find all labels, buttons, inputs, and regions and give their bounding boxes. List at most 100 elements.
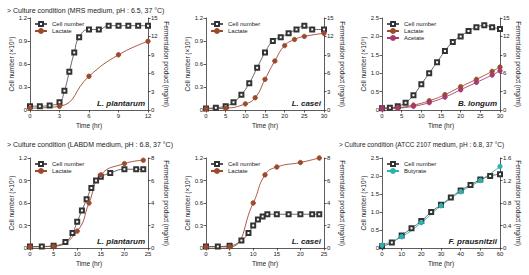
svg-text:20: 20 [281, 113, 288, 119]
svg-text:0.3: 0.3 [195, 223, 204, 229]
svg-text:15: 15 [97, 251, 104, 257]
svg-text:0: 0 [28, 251, 32, 257]
svg-text:3: 3 [327, 89, 331, 95]
svg-text:0.3: 0.3 [19, 223, 28, 229]
svg-text:Cell number: Cell number [52, 161, 84, 167]
svg-text:0.9: 0.9 [19, 178, 28, 184]
svg-text:8: 8 [327, 155, 331, 161]
svg-text:L. plantarum: L. plantarum [97, 99, 145, 108]
svg-text:6: 6 [151, 70, 155, 76]
svg-text:0.9: 0.9 [195, 178, 204, 184]
svg-text:Cell number (×10⁹): Cell number (×10⁹) [360, 176, 368, 231]
svg-text:Cell number: Cell number [228, 161, 260, 167]
svg-text:L. casei: L. casei [292, 237, 322, 246]
svg-text:Cell number (×10⁹): Cell number (×10⁹) [8, 37, 16, 92]
svg-text:6: 6 [503, 70, 507, 76]
svg-text:0.6: 0.6 [195, 61, 204, 67]
svg-text:0: 0 [380, 251, 384, 257]
svg-text:15: 15 [262, 113, 269, 119]
svg-text:B. longum: B. longum [458, 99, 497, 108]
svg-text:Cell number (×10⁹): Cell number (×10⁹) [184, 176, 192, 231]
svg-text:Time (hr): Time (hr) [76, 122, 102, 130]
svg-text:5: 5 [52, 251, 56, 257]
svg-text:1.0: 1.0 [371, 70, 380, 76]
svg-text:2.5: 2.5 [371, 155, 380, 161]
svg-text:Acetate: Acetate [404, 35, 425, 41]
svg-text:3: 3 [503, 89, 507, 95]
svg-text:12: 12 [327, 33, 334, 39]
svg-text:Fermentation product (mg/ml): Fermentation product (mg/ml) [162, 21, 170, 107]
svg-text:Time (hr): Time (hr) [76, 260, 102, 268]
svg-text:8: 8 [151, 155, 155, 161]
svg-text:Cell number (×10⁹): Cell number (×10⁹) [8, 176, 16, 231]
svg-text:Cell number: Cell number [404, 161, 436, 167]
svg-text:Fermentation product (mg/ml): Fermentation product (mg/ml) [338, 160, 346, 246]
svg-text:Cell number (×10⁹): Cell number (×10⁹) [184, 37, 192, 92]
svg-text:Cell number: Cell number [228, 21, 260, 27]
svg-text:9: 9 [151, 52, 155, 58]
svg-text:10: 10 [74, 251, 81, 257]
svg-text:2.5: 2.5 [371, 15, 380, 21]
svg-text:0: 0 [380, 113, 384, 119]
svg-text:15: 15 [273, 251, 280, 257]
svg-text:Cell number: Cell number [52, 21, 84, 27]
svg-text:12: 12 [145, 113, 152, 119]
svg-text:1.0: 1.0 [371, 209, 380, 215]
svg-text:Lactate: Lactate [404, 28, 424, 34]
svg-text:2.0: 2.0 [371, 173, 380, 179]
svg-text:0.5: 0.5 [371, 227, 380, 233]
svg-text:4: 4 [151, 200, 155, 206]
svg-text:25: 25 [145, 251, 152, 257]
svg-text:Cell number: Cell number [404, 21, 436, 27]
svg-text:0: 0 [327, 245, 331, 251]
svg-text:6: 6 [151, 178, 155, 184]
svg-text:Fermentation product (mg/ml): Fermentation product (mg/ml) [338, 21, 346, 107]
svg-text:0: 0 [503, 245, 507, 251]
svg-text:Lactate: Lactate [228, 168, 248, 174]
svg-text:Time (hr): Time (hr) [428, 122, 454, 130]
svg-text:20: 20 [457, 113, 464, 119]
svg-text:3: 3 [58, 113, 62, 119]
svg-text:Time (hr): Time (hr) [252, 122, 278, 130]
svg-text:30: 30 [497, 113, 504, 119]
svg-text:Lactate: Lactate [52, 168, 72, 174]
svg-text:1.2: 1.2 [19, 15, 28, 21]
svg-text:9: 9 [327, 52, 331, 58]
svg-text:5: 5 [228, 251, 232, 257]
svg-text:50: 50 [477, 251, 484, 257]
svg-text:10: 10 [398, 251, 405, 257]
svg-text:1.6: 1.6 [503, 155, 512, 161]
svg-text:0.3: 0.3 [19, 84, 28, 90]
svg-text:1.2: 1.2 [503, 178, 512, 184]
svg-text:0.9: 0.9 [195, 38, 204, 44]
svg-text:0: 0 [151, 245, 155, 251]
svg-text:L. plantarum: L. plantarum [97, 237, 145, 246]
svg-text:60: 60 [497, 251, 504, 257]
svg-text:0: 0 [204, 251, 208, 257]
svg-text:25: 25 [477, 113, 484, 119]
svg-text:10: 10 [250, 251, 257, 257]
svg-text:Fermentation product (mg/ml): Fermentation product (mg/ml) [162, 160, 170, 246]
svg-text:30: 30 [321, 113, 328, 119]
svg-text:15: 15 [151, 15, 158, 21]
svg-text:20: 20 [418, 251, 425, 257]
svg-text:20: 20 [121, 251, 128, 257]
svg-text:0: 0 [28, 113, 32, 119]
svg-text:2: 2 [327, 223, 331, 229]
svg-text:0.6: 0.6 [195, 200, 204, 206]
svg-text:9: 9 [117, 113, 121, 119]
svg-text:0.9: 0.9 [19, 38, 28, 44]
svg-text:5: 5 [400, 113, 404, 119]
svg-text:25: 25 [321, 251, 328, 257]
svg-text:1.2: 1.2 [19, 155, 28, 161]
svg-text:1.2: 1.2 [195, 15, 204, 21]
svg-text:6: 6 [327, 178, 331, 184]
svg-text:10: 10 [242, 113, 249, 119]
svg-text:6: 6 [327, 70, 331, 76]
svg-text:Time (hr): Time (hr) [252, 260, 278, 268]
svg-text:10: 10 [418, 113, 425, 119]
svg-text:0.6: 0.6 [19, 61, 28, 67]
svg-text:1.2: 1.2 [195, 155, 204, 161]
svg-text:20: 20 [297, 251, 304, 257]
svg-text:Lactate: Lactate [228, 28, 248, 34]
